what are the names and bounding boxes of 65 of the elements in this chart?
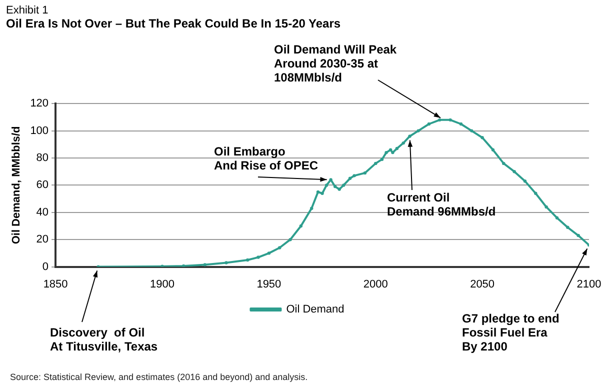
point (470, 129, 474, 132)
point (523, 180, 527, 183)
point (380, 158, 384, 161)
x-tick-label: 1900 (150, 278, 174, 290)
annotation: G7 pledge to end Fossil Fuel Era By 2100 (462, 311, 560, 354)
y-tick-label: 100 (30, 124, 49, 137)
point (374, 162, 378, 166)
point (480, 136, 484, 140)
chart-subtitle: Oil Era Is Not Over – But The Peak Could Be In 15-20 Years (6, 16, 341, 31)
annotation: Oil Embargo And Rise of OPEC (214, 144, 318, 172)
y-axis-title: Oil Demand, MMbbls/d (10, 126, 23, 244)
y-tick-label: 20 (36, 234, 49, 246)
point (427, 122, 431, 126)
point (203, 263, 207, 266)
point (256, 256, 260, 259)
point (416, 129, 420, 132)
point (288, 238, 292, 242)
point (438, 118, 442, 122)
x-tick-label: 2000 (363, 278, 388, 290)
legend-label: Oil Demand (286, 304, 344, 316)
point (267, 252, 271, 255)
point (224, 261, 228, 264)
point (299, 224, 303, 228)
point (576, 234, 580, 238)
x-tick-label: 2100 (576, 278, 602, 290)
y-tick-label: 0 (42, 260, 49, 273)
point (534, 192, 538, 195)
point (324, 184, 328, 187)
point (566, 226, 570, 229)
point (363, 171, 367, 175)
annotation: Oil Demand Will Peak Around 2030-35 at 108MMbls/d (274, 42, 397, 84)
point (333, 184, 337, 188)
point (310, 206, 314, 210)
y-tick-label: 60 (36, 179, 49, 192)
chart-title: Exhibit 1 (6, 4, 48, 17)
point (384, 150, 388, 154)
point (459, 122, 463, 126)
x-tick-label: 1850 (43, 278, 68, 290)
x-tick-label: 1950 (256, 278, 282, 290)
point (391, 150, 394, 154)
source-note: Source: Statistical Review, and estimates (2016 and beyond) and analysis. (10, 372, 308, 382)
point (320, 192, 324, 195)
point (448, 118, 452, 122)
point (555, 216, 559, 220)
point (246, 258, 250, 262)
y-tick-label: 80 (36, 152, 49, 164)
point (491, 148, 495, 152)
y-tick-label: 120 (30, 98, 49, 110)
point (388, 148, 392, 152)
point (348, 176, 352, 180)
point (278, 246, 282, 250)
point (395, 146, 399, 150)
y-tick-label: 40 (36, 206, 49, 218)
point (544, 205, 548, 209)
point (502, 162, 506, 166)
annotation: Current Oil Demand 96MMbs/d (387, 190, 496, 218)
point (352, 174, 356, 178)
x-tick-label: 2050 (470, 278, 495, 290)
point (342, 184, 346, 187)
point (338, 188, 341, 191)
annotation: Discovery of Oil At Titusville, Texas (50, 325, 158, 354)
point (402, 141, 405, 145)
point (512, 170, 516, 174)
point (316, 190, 320, 194)
point (408, 134, 412, 138)
